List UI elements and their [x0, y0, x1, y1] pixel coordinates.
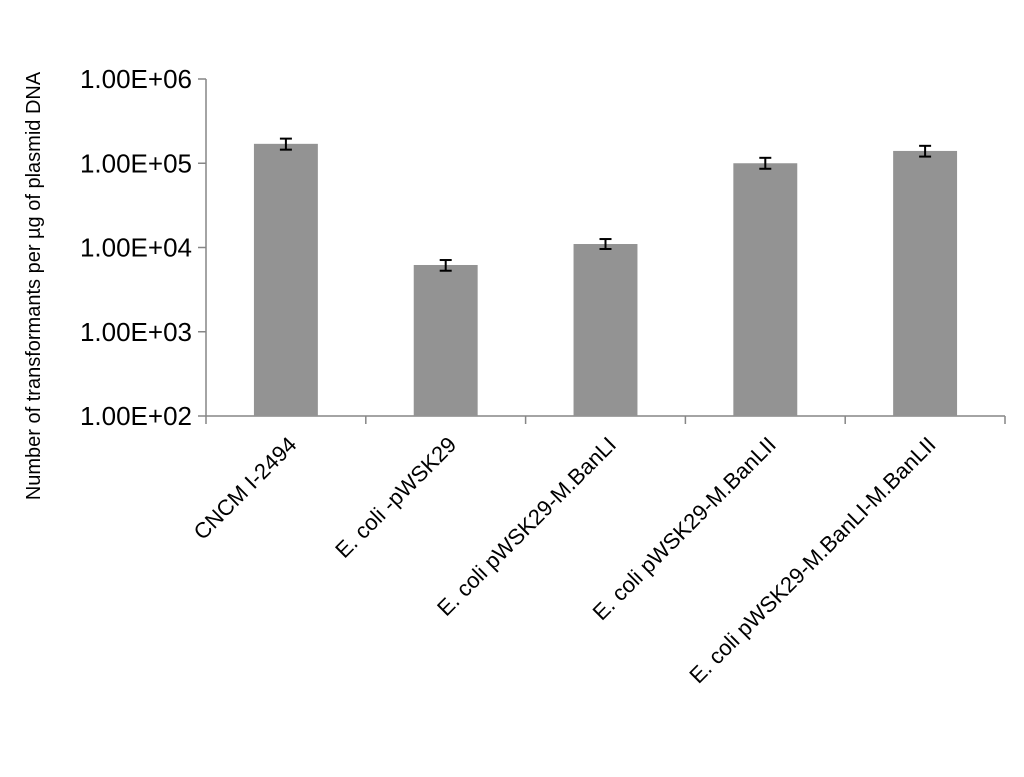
bar: [893, 150, 958, 416]
y-tick-label: 1.00E+05: [80, 148, 192, 178]
bars: [253, 143, 958, 417]
y-tick-label: 1.00E+02: [80, 401, 192, 431]
y-axis-title: Number of transformants per µg of plasmi…: [23, 71, 45, 500]
error-bars: [279, 137, 932, 272]
error-bar: [759, 156, 772, 170]
y-tick-label: 1.00E+06: [80, 64, 192, 94]
x-axis: [205, 415, 1006, 424]
y-axis: 1.00E+02 1.00E+03 1.00E+04 1.00E+05 1.00E+06: [80, 64, 207, 431]
bar: [573, 244, 638, 416]
error-bar: [919, 144, 932, 158]
x-category-label: E. coli pWSK29-M.BanLI: [432, 432, 621, 621]
bar: [413, 264, 478, 416]
error-bar: [599, 238, 612, 250]
x-category-label: E. coli pWSK29-M.BanLI-M.BanLII: [684, 432, 940, 688]
x-category-label: CNCM I-2494: [189, 432, 302, 545]
bar: [733, 163, 798, 416]
y-tick-label: 1.00E+04: [80, 233, 192, 263]
bar: [253, 143, 318, 417]
y-tick-label: 1.00E+03: [80, 317, 192, 347]
x-category-label: E. coli pWSK29-M.BanLII: [588, 432, 781, 625]
error-bar: [439, 259, 452, 272]
x-category-label: E. coli -pWSK29: [330, 432, 461, 563]
error-bar: [279, 137, 292, 151]
